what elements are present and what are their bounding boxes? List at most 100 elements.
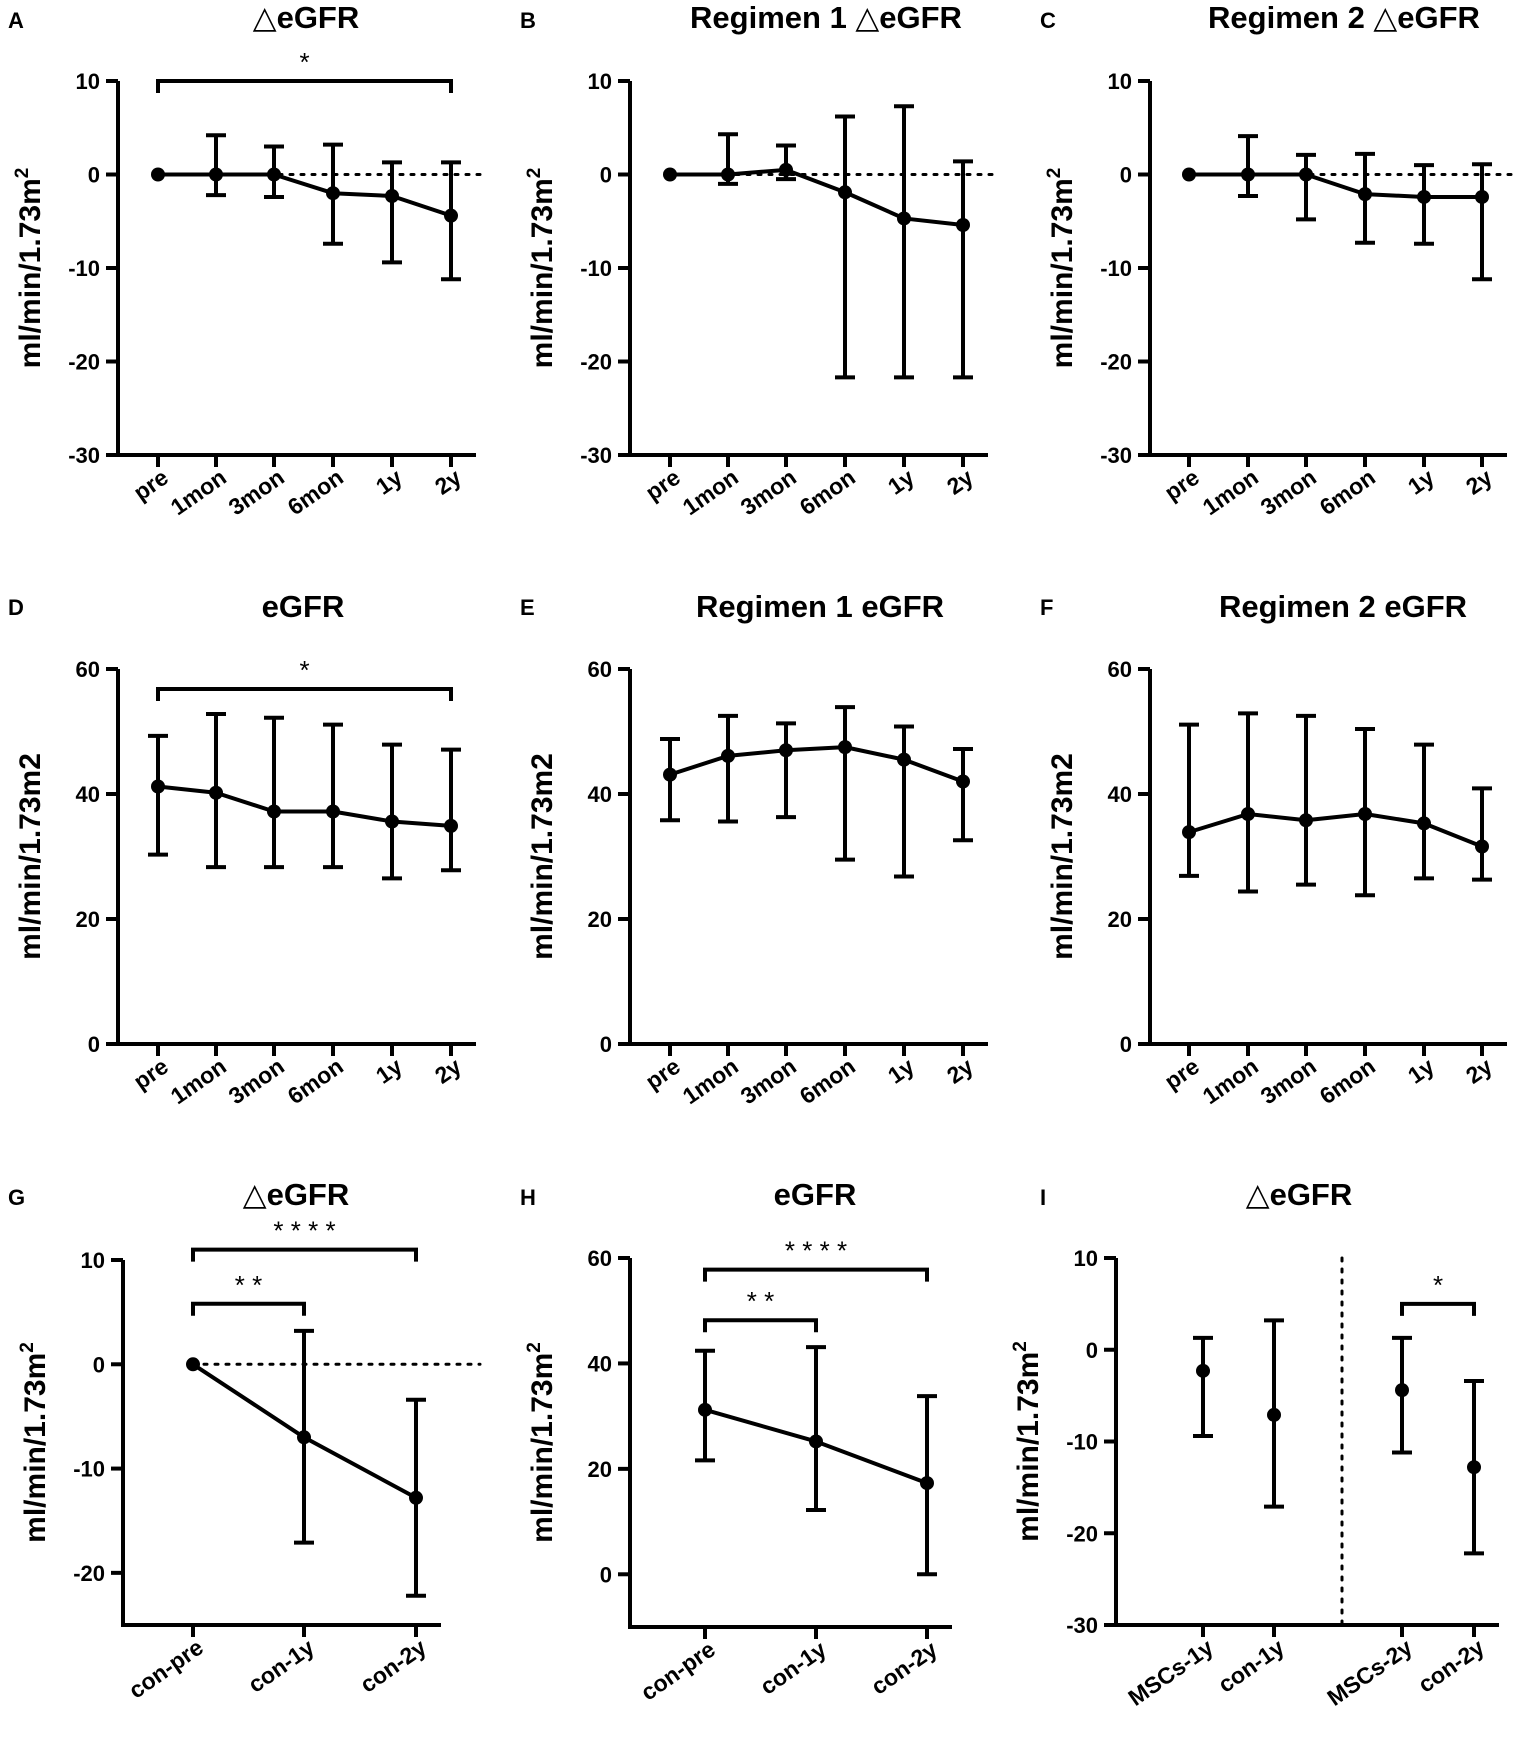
significance-bracket — [156, 687, 453, 701]
y-axis-label-text: ml/min/1.73m — [1046, 178, 1079, 368]
y-tick-label: 20 — [588, 1457, 612, 1482]
chart-title: Regimen 1 eGFR — [696, 589, 944, 624]
y-tick-label: -30 — [1066, 1613, 1098, 1638]
chart-panel-g: G △eGFR ml/min/1.73m2 10 0 -10 -20 con-pre con-1… — [8, 1177, 482, 1703]
y-tick-label: -20 — [73, 1561, 105, 1586]
y-tick-label: 40 — [1108, 782, 1132, 807]
panel-letter: I — [1040, 1185, 1046, 1210]
data-point — [721, 167, 735, 182]
data-point — [897, 211, 911, 226]
x-tick-label: 1mon — [166, 464, 231, 520]
y-tick-label: 20 — [1108, 907, 1132, 932]
chart-title: △eGFR — [253, 0, 360, 35]
chart-title: eGFR — [262, 589, 345, 624]
data-point — [409, 1490, 423, 1505]
x-tick-label: con-2y — [1413, 1634, 1489, 1698]
data-point — [1395, 1383, 1409, 1398]
data-point — [663, 167, 677, 182]
data-point — [1196, 1363, 1210, 1378]
y-axis-label-text: ml/min/1.73m2 — [14, 753, 47, 960]
x-tick-label: MSCs-1y — [1123, 1634, 1218, 1711]
y-tick-label: -20 — [580, 350, 612, 375]
chart-title: △eGFR — [1246, 1177, 1353, 1212]
x-tick-label: con-1y — [1213, 1634, 1289, 1698]
x-tick-label: con-2y — [355, 1634, 431, 1698]
y-tick-label: 0 — [600, 1032, 612, 1057]
x-tick-label: 1mon — [678, 464, 743, 520]
x-tick-label: 2y — [1461, 464, 1497, 500]
y-tick-label: 60 — [588, 1246, 612, 1271]
y-axis-label: ml/min/1.73m2 — [17, 1342, 52, 1543]
y-tick-label: -10 — [1066, 1430, 1098, 1455]
data-point — [385, 189, 399, 204]
data-point — [209, 167, 223, 182]
significance-label: * — [299, 47, 309, 77]
x-tick-label: 6mon — [283, 464, 348, 520]
data-point — [267, 804, 281, 819]
x-tick-label: 1y — [883, 1053, 919, 1089]
x-tick-label: 1y — [883, 464, 919, 500]
x-tick-label: con-1y — [243, 1634, 319, 1698]
data-point — [920, 1476, 934, 1491]
y-axis-label-text: ml/min/1.73m — [1012, 1352, 1045, 1542]
data-point — [1182, 167, 1196, 182]
y-tick-label: -10 — [68, 256, 100, 281]
x-tick-label: 2y — [430, 1053, 466, 1089]
x-tick-label: 3mon — [736, 464, 801, 520]
y-axis-label: ml/min/1.73m2 — [1044, 168, 1079, 369]
panel-letter: D — [8, 595, 24, 620]
y-axis-label: ml/min/1.73m2 — [1046, 753, 1079, 960]
data-point — [1299, 813, 1313, 828]
x-tick-label: MSCs-2y — [1322, 1634, 1417, 1711]
panel-letter: G — [8, 1185, 25, 1210]
y-tick-label: -30 — [1100, 443, 1132, 468]
series-line — [670, 167, 964, 227]
chart-panel-e: E Regimen 1 eGFRml/min/1.73m26040200pre1m… — [520, 589, 988, 1109]
x-tick-label: 2y — [942, 464, 978, 500]
x-tick-label: con-pre — [636, 1636, 720, 1706]
data-point — [1417, 816, 1431, 831]
data-point — [838, 740, 852, 755]
x-tick-label: 3mon — [736, 1053, 801, 1109]
y-tick-label: -30 — [68, 443, 100, 468]
data-point — [444, 208, 458, 223]
data-point — [326, 186, 340, 201]
y-axis-label-superscript: 2 — [1010, 1341, 1031, 1352]
data-point — [721, 748, 735, 763]
y-tick-label: 20 — [76, 907, 100, 932]
data-point — [1475, 189, 1489, 204]
chart-panel-a: A △eGFRml/min/1.73m2100-10-20-30pre1mon3m… — [8, 0, 483, 520]
chart-panel-f: F Regimen 2 eGFRml/min/1.73m26040200pre1m… — [1040, 589, 1507, 1109]
data-point — [1358, 807, 1372, 821]
y-axis-label: ml/min/1.73m2 — [12, 168, 47, 369]
y-axis-label-superscript: 2 — [12, 168, 33, 179]
y-tick-label: -20 — [68, 350, 100, 375]
chart-panel-i: I △eGFRml/min/1.73m2100-10-20-30MSCs-1yco… — [1010, 1177, 1499, 1711]
significance-label: * * * * — [273, 1216, 335, 1246]
y-tick-label: 0 — [1086, 1338, 1098, 1363]
panel-letter: C — [1040, 8, 1056, 33]
y-tick-label: -10 — [580, 256, 612, 281]
y-tick-label: 0 — [600, 1562, 612, 1587]
y-tick-label: 0 — [1120, 163, 1132, 188]
chart-title: Regimen 2 eGFR — [1219, 589, 1467, 624]
data-point — [809, 1434, 823, 1449]
significance-label: * * — [747, 1286, 774, 1316]
data-point — [838, 185, 852, 200]
significance-bracket — [191, 1301, 306, 1316]
chart-title: Regimen 2 △eGFR — [1208, 0, 1480, 35]
significance-label: * * — [235, 1270, 262, 1300]
data-point — [897, 752, 911, 767]
chart-title: eGFR — [774, 1177, 857, 1212]
data-point — [1417, 189, 1431, 204]
y-tick-label: 10 — [588, 69, 612, 94]
x-tick-label: 2y — [430, 464, 466, 500]
data-point — [1467, 1460, 1481, 1475]
data-point — [151, 167, 165, 182]
x-tick-label: 2y — [1461, 1053, 1497, 1089]
chart-title: Regimen 1 △eGFR — [690, 0, 962, 35]
panel-letter: E — [520, 595, 535, 620]
x-tick-label: 6mon — [1315, 464, 1380, 520]
